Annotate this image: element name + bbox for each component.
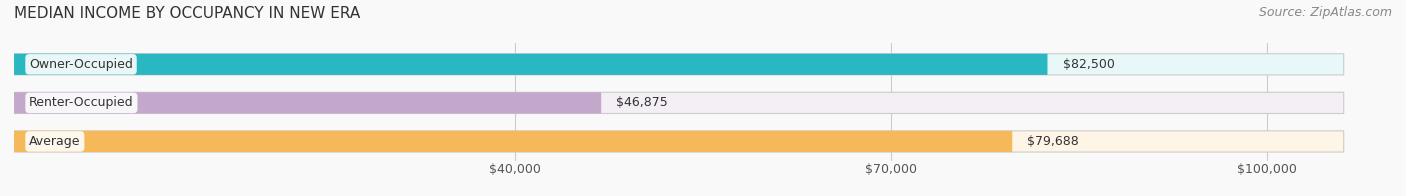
FancyBboxPatch shape bbox=[14, 92, 1344, 113]
FancyBboxPatch shape bbox=[14, 131, 1344, 152]
Text: MEDIAN INCOME BY OCCUPANCY IN NEW ERA: MEDIAN INCOME BY OCCUPANCY IN NEW ERA bbox=[14, 6, 360, 21]
Text: $82,500: $82,500 bbox=[1063, 58, 1115, 71]
Text: Owner-Occupied: Owner-Occupied bbox=[30, 58, 134, 71]
FancyBboxPatch shape bbox=[14, 92, 602, 113]
Text: Source: ZipAtlas.com: Source: ZipAtlas.com bbox=[1258, 6, 1392, 19]
Text: Renter-Occupied: Renter-Occupied bbox=[30, 96, 134, 109]
Text: $46,875: $46,875 bbox=[616, 96, 668, 109]
FancyBboxPatch shape bbox=[14, 54, 1047, 75]
Text: Average: Average bbox=[30, 135, 80, 148]
Text: $79,688: $79,688 bbox=[1028, 135, 1078, 148]
FancyBboxPatch shape bbox=[14, 131, 1012, 152]
FancyBboxPatch shape bbox=[14, 54, 1344, 75]
